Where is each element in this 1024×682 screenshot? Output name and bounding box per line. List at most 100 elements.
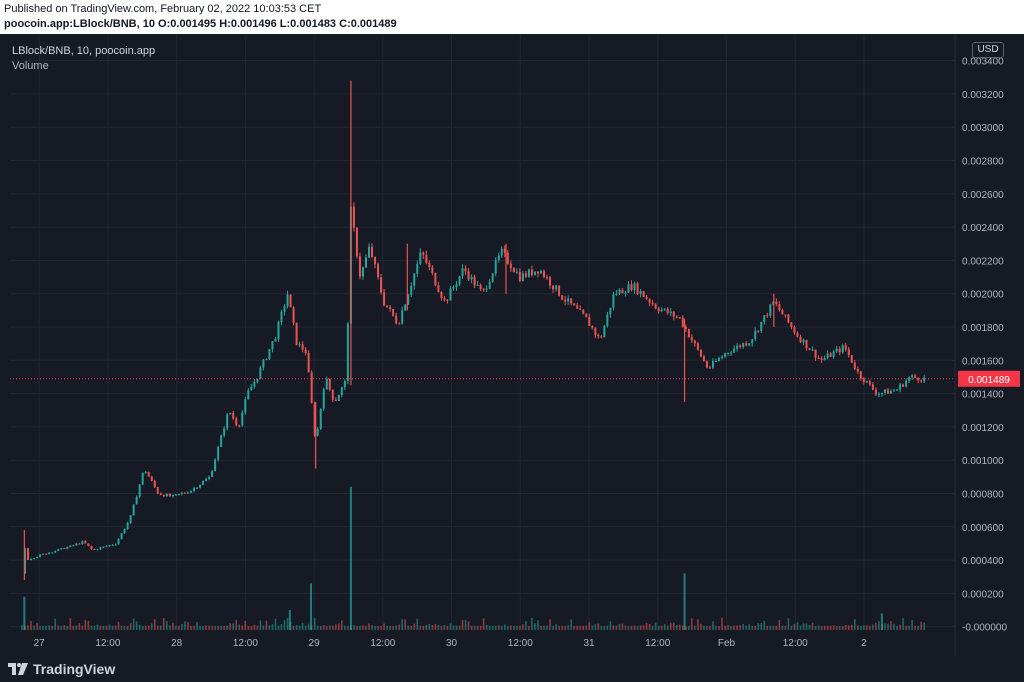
volume-bar: [39, 626, 41, 630]
candle-body: [693, 340, 696, 344]
candle-body: [229, 413, 232, 415]
candle-body: [718, 358, 721, 361]
candle-body: [277, 322, 280, 340]
legend-volume[interactable]: Volume: [12, 60, 49, 72]
candle-body: [899, 384, 902, 390]
candle-body: [383, 292, 386, 306]
volume-bar: [42, 625, 44, 630]
volume-bar: [682, 625, 684, 630]
volume-bar: [543, 626, 545, 630]
candle-body: [684, 326, 687, 330]
candle-body: [763, 315, 766, 322]
volume-bar: [639, 625, 642, 630]
candle-body: [687, 329, 690, 338]
tradingview-logo-icon: [8, 663, 28, 675]
volume-bar: [184, 621, 186, 630]
volume-bar: [36, 622, 38, 630]
volume-bar: [675, 624, 678, 630]
candle-body: [657, 308, 660, 312]
candle-body: [784, 314, 787, 316]
volume-bar: [45, 625, 47, 630]
price-chart[interactable]: 0.003400 0.003200 0.003000 0.002800 0.002600…: [0, 34, 1024, 656]
volume-bar: [286, 618, 289, 630]
candle-body: [612, 294, 615, 308]
volume-bar: [618, 624, 621, 630]
candle-body: [874, 389, 877, 395]
currency-badge[interactable]: USD: [972, 42, 1004, 58]
y-tick-label: 0.002400: [962, 223, 1004, 234]
y-tick-label: 0.000200: [962, 589, 1004, 600]
close-value: 0.001489: [350, 18, 397, 30]
volume-bar: [205, 625, 207, 630]
volume-bar: [820, 626, 823, 630]
candle-body: [591, 325, 594, 328]
volume-bar: [528, 626, 530, 630]
candle-body: [745, 343, 748, 346]
volume-bar: [829, 625, 832, 630]
candle-body: [467, 271, 470, 280]
x-tick-label: 12:00: [783, 638, 808, 649]
candle-body: [331, 389, 334, 400]
volume-bar: [301, 622, 304, 630]
candle-body: [410, 285, 413, 295]
volume-bar: [510, 625, 512, 630]
candle-body: [796, 332, 799, 337]
volume-bar: [615, 625, 618, 630]
volume-bar: [129, 623, 132, 630]
candle-body: [364, 257, 367, 268]
candle-body: [850, 355, 853, 363]
candle-body: [407, 294, 410, 305]
volume-bar: [262, 625, 265, 630]
volume-bar: [683, 573, 686, 630]
volume-bar: [27, 625, 29, 630]
y-tick-label: 0.002800: [962, 157, 1004, 168]
volume-bar: [579, 625, 582, 630]
candle-body: [159, 493, 162, 495]
candle-body: [793, 327, 796, 333]
volume-bar: [449, 623, 452, 630]
volume-bar: [386, 626, 388, 630]
volume-bar: [241, 625, 244, 630]
candle-body: [395, 315, 398, 324]
volume-bar: [691, 618, 693, 630]
candle-body: [183, 492, 186, 494]
candle-body: [337, 395, 340, 401]
candle-body: [506, 252, 509, 264]
candle-body: [322, 389, 325, 409]
volume-bar: [23, 596, 26, 630]
tradingview-brand[interactable]: TradingView: [8, 660, 115, 678]
candle-body: [751, 339, 754, 344]
candle-body: [153, 480, 156, 488]
x-tick-label: 12:00: [645, 638, 670, 649]
candle-body: [75, 543, 78, 546]
volume-bar: [890, 621, 892, 630]
candle-body: [820, 358, 823, 360]
candle-body: [902, 384, 905, 387]
volume-bar: [678, 624, 681, 630]
volume-bar: [823, 625, 826, 630]
volume-bar: [775, 625, 778, 630]
volume-bar: [899, 624, 901, 630]
volume-bar: [814, 626, 817, 630]
candle-body: [192, 488, 195, 491]
candle-body: [733, 348, 736, 353]
volume-bar: [214, 626, 216, 630]
candle-body: [352, 206, 355, 229]
volume-bar: [642, 625, 645, 630]
volume-bar: [657, 625, 660, 630]
candle-body: [871, 384, 874, 390]
volume-bar: [793, 623, 796, 630]
candle-body: [651, 302, 654, 305]
candle-body: [90, 545, 93, 549]
legend-symbol[interactable]: LBlock/BNB, 10, poocoin.app: [12, 45, 156, 57]
volume-bar: [844, 624, 847, 630]
volume-bar: [422, 625, 425, 630]
candle-body: [84, 541, 87, 544]
candle-body: [45, 553, 48, 555]
candle-body: [802, 339, 805, 343]
volume-bar: [87, 620, 90, 630]
candle-body: [609, 307, 612, 315]
volume-bar: [799, 625, 802, 630]
volume-bar: [772, 625, 775, 630]
chart-panel[interactable]: 0.003400 0.003200 0.003000 0.002800 0.002600…: [0, 34, 1024, 656]
